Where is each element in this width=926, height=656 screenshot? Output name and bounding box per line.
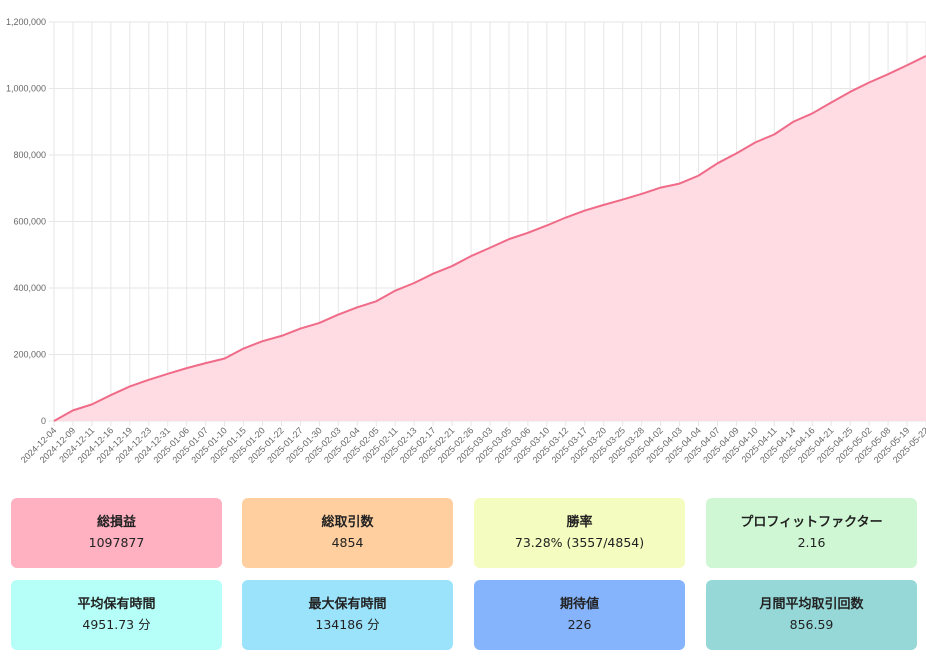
- card-label: 期待値: [559, 597, 599, 612]
- y-axis: 0 200,000 400,000 600,000 800,000 1,000,000 1,…: [6, 17, 46, 426]
- card-monthly-avg-trades: 月間平均取引回数 856.59: [706, 580, 917, 650]
- y-tick-label: 1,200,000: [6, 17, 46, 27]
- card-label: 勝率: [566, 515, 593, 530]
- card-profit-factor: プロフィットファクター 2.16: [706, 498, 917, 568]
- y-tick-label: 0: [41, 416, 46, 426]
- card-label: 最大保有時間: [308, 597, 387, 612]
- y-tick-label: 800,000: [13, 150, 46, 160]
- card-total-trades: 総取引数 4854: [242, 498, 453, 568]
- card-value: 4951.73 分: [82, 617, 151, 632]
- y-tick-label: 600,000: [13, 217, 46, 227]
- series-area-fill: [54, 55, 926, 422]
- card-value: 134186 分: [315, 617, 380, 632]
- card-label: 総取引数: [321, 515, 374, 530]
- stats-cards: 総損益 1097877 総取引数 4854 勝率 73.28% (3557/48…: [11, 498, 917, 650]
- card-value: 1097877: [88, 535, 145, 550]
- card-value: 856.59: [789, 617, 834, 632]
- card-value: 2.16: [797, 535, 826, 550]
- card-max-hold-time: 最大保有時間 134186 分: [242, 580, 453, 650]
- card-label: 平均保有時間: [77, 597, 156, 612]
- card-label: プロフィットファクター: [740, 515, 883, 530]
- card-label: 総損益: [96, 515, 136, 530]
- card-value: 73.28% (3557/4854): [514, 535, 645, 550]
- card-value: 4854: [331, 535, 364, 550]
- card-expected-value: 期待値 226: [474, 580, 685, 650]
- y-tick-label: 1,000,000: [6, 84, 46, 94]
- card-total-profit: 総損益 1097877: [11, 498, 222, 568]
- card-avg-hold-time: 平均保有時間 4951.73 分: [11, 580, 222, 650]
- card-win-rate: 勝率 73.28% (3557/4854): [474, 498, 685, 568]
- x-axis: 2024-12-042024-12-092024-12-112024-12-16…: [19, 425, 926, 465]
- series-line: [53, 55, 926, 422]
- equity-chart: 0 200,000 400,000 600,000 800,000 1,000,000 1,…: [6, 17, 926, 465]
- card-value: 226: [567, 617, 592, 632]
- y-tick-label: 400,000: [13, 283, 46, 293]
- y-tick-label: 200,000: [13, 350, 46, 360]
- card-label: 月間平均取引回数: [759, 597, 864, 612]
- chart-area: [53, 55, 926, 422]
